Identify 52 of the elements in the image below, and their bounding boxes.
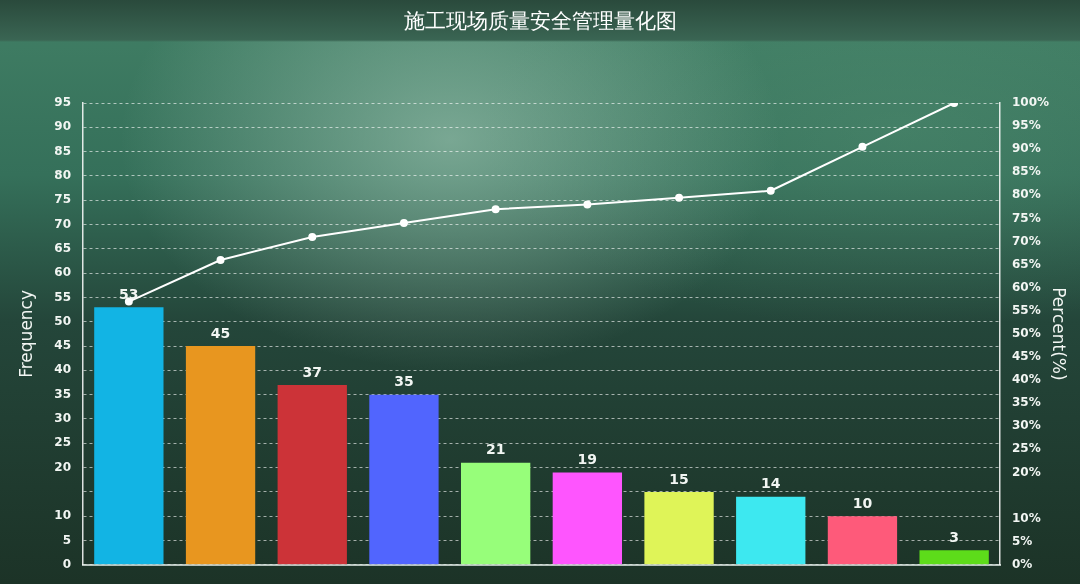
y2-tick-label: 45% (1012, 349, 1041, 364)
y2-tick-label: 20% (1012, 464, 1041, 479)
data-label: 14 (761, 475, 781, 492)
y-tick-label: 90 (54, 119, 71, 134)
y-tick-label: 35 (54, 386, 71, 401)
y-tick-label: 85 (54, 143, 71, 158)
y-tick-label: 70 (54, 216, 71, 231)
chart-title: 施工现场质量安全管理量化图 (402, 8, 678, 34)
y2-tick-label: 100% (1012, 95, 1050, 110)
y-tick-label: 55 (54, 289, 71, 304)
y2-tick-label: 0% (1012, 556, 1033, 571)
y2-tick-label: 5% (1012, 533, 1033, 548)
y2-tick-label: 90% (1012, 141, 1041, 156)
y-tick-label: 95 (54, 95, 71, 110)
data-label: 35 (394, 373, 414, 390)
data-label: 21 (485, 441, 506, 458)
data-label: 37 (302, 363, 322, 380)
y-axis-title: Frequency (15, 289, 36, 378)
y2-tick-label: 60% (1012, 279, 1041, 294)
y2-tick-label: 55% (1012, 302, 1041, 317)
y2-tick-label: 75% (1012, 210, 1041, 225)
y2-tick-label: 70% (1012, 233, 1041, 248)
y-tick-label: 10 (54, 508, 71, 523)
y2-tick-label: 65% (1012, 256, 1041, 271)
data-label: 45 (210, 324, 231, 341)
y-tick-label: 65 (54, 240, 71, 255)
y-tick-label: 45 (54, 338, 71, 353)
y2-tick-label: 25% (1012, 441, 1041, 456)
y-tick-label: 75 (54, 192, 71, 207)
y-tick-label: 5 (62, 532, 71, 547)
data-label: 19 (577, 451, 598, 468)
data-label: 53 (119, 285, 139, 302)
y2-tick-label: 50% (1012, 326, 1041, 341)
y2-tick-label: 10% (1012, 510, 1041, 525)
data-label: 15 (669, 470, 689, 487)
y-tick-label: 60 (54, 265, 71, 280)
y-tick-label: 30 (54, 411, 71, 426)
y2-tick-label: 40% (1012, 372, 1041, 387)
data-label: 10 (852, 494, 873, 511)
y2-axis-title: Percent(%) (1049, 287, 1070, 381)
y-tick-label: 25 (54, 435, 71, 450)
data-label: 3 (949, 528, 960, 545)
y-tick-label: 40 (54, 362, 71, 377)
y2-tick-label: 95% (1012, 118, 1041, 133)
y-tick-label: 20 (54, 459, 71, 474)
y2-tick-label: 80% (1012, 187, 1041, 202)
y2-tick-label: 85% (1012, 164, 1041, 179)
y2-tick-label: 30% (1012, 418, 1041, 433)
y-tick-label: 80 (54, 168, 71, 183)
y2-tick-label: 35% (1012, 395, 1041, 410)
y-tick-label: 0 (62, 556, 71, 571)
y-tick-label: 50 (54, 313, 71, 328)
